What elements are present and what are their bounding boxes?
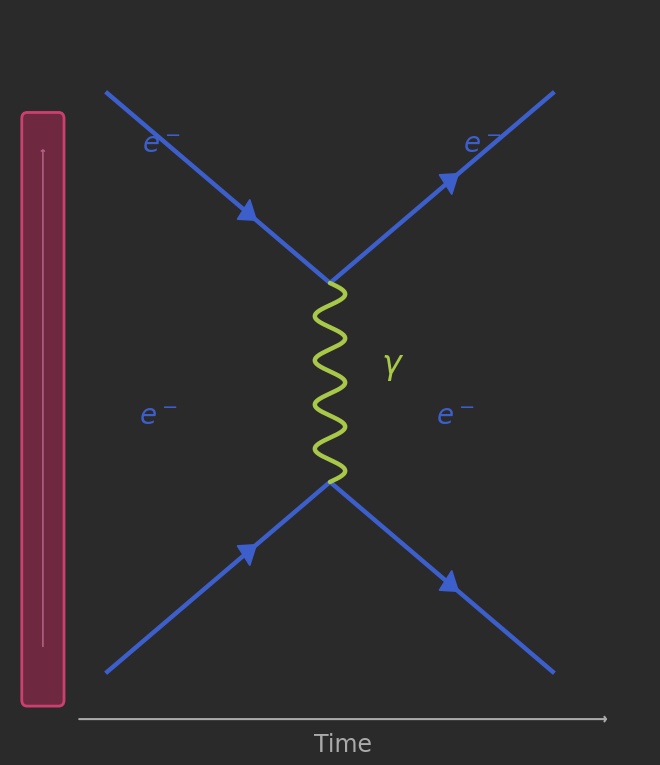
Text: $e^-$: $e^-$ bbox=[436, 403, 475, 431]
Text: $\gamma$: $\gamma$ bbox=[381, 351, 405, 383]
FancyBboxPatch shape bbox=[22, 112, 64, 706]
Polygon shape bbox=[440, 571, 459, 591]
Text: Time: Time bbox=[314, 734, 372, 757]
Polygon shape bbox=[238, 200, 257, 220]
Polygon shape bbox=[238, 545, 257, 565]
Text: $e^-$: $e^-$ bbox=[463, 132, 501, 159]
Text: $e^-$: $e^-$ bbox=[139, 403, 178, 431]
Polygon shape bbox=[440, 174, 459, 194]
Text: $e^-$: $e^-$ bbox=[143, 132, 181, 159]
